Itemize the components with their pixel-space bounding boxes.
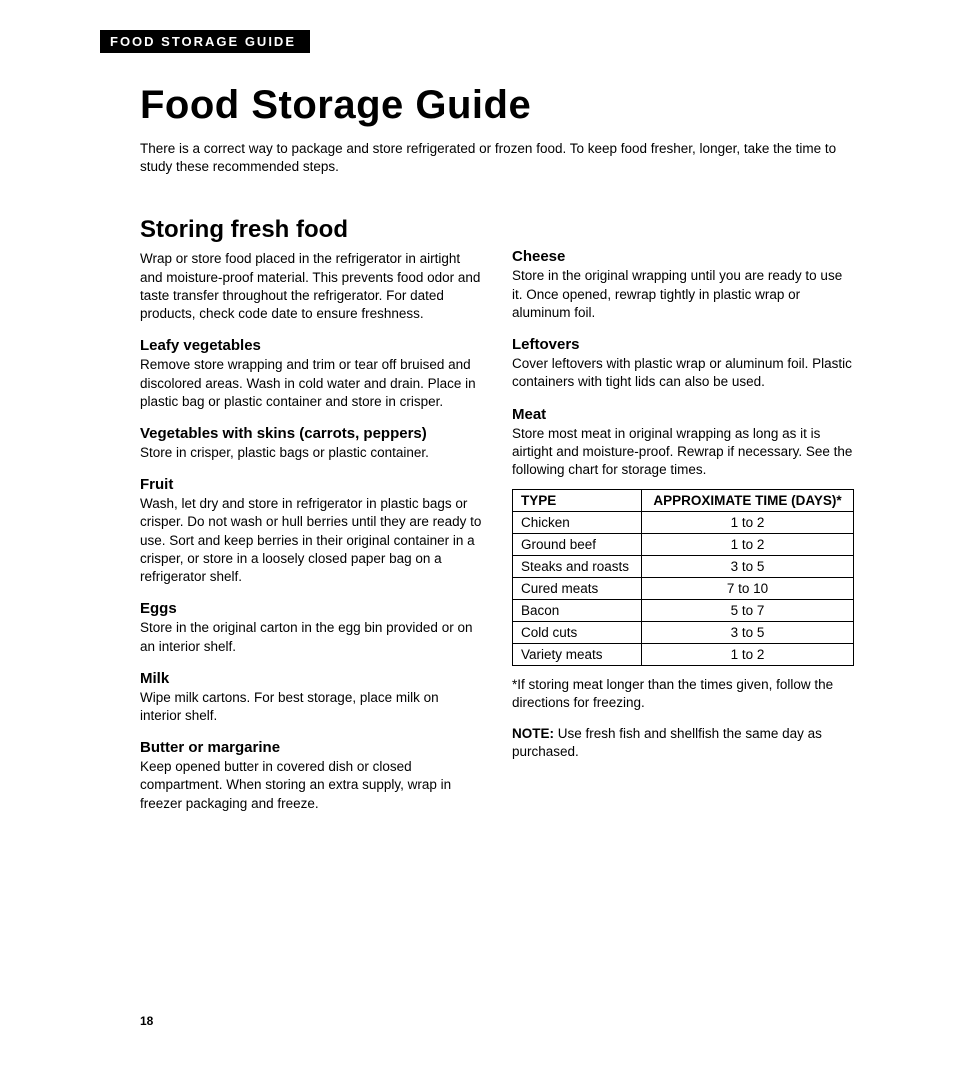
section-title: Storing fresh food [140, 216, 482, 244]
note-body: Use fresh fish and shellfish the same da… [512, 726, 822, 759]
cell-type: Ground beef [513, 534, 642, 556]
item-title: Butter or margarine [140, 739, 482, 756]
item-leftovers: Leftovers Cover leftovers with plastic w… [512, 336, 854, 391]
table-header-type: TYPE [513, 490, 642, 512]
cell-time: 3 to 5 [642, 556, 854, 578]
item-title: Fruit [140, 476, 482, 493]
item-body: Store in crisper, plastic bags or plasti… [140, 444, 482, 462]
item-title: Leafy vegetables [140, 337, 482, 354]
table-row: Cold cuts3 to 5 [513, 622, 854, 644]
item-cheese: Cheese Store in the original wrapping un… [512, 248, 854, 322]
item-body: Store in the original carton in the egg … [140, 619, 482, 655]
cell-type: Variety meats [513, 644, 642, 666]
cell-time: 7 to 10 [642, 578, 854, 600]
table-row: Chicken1 to 2 [513, 512, 854, 534]
item-eggs: Eggs Store in the original carton in the… [140, 600, 482, 655]
item-body: Cover leftovers with plastic wrap or alu… [512, 355, 854, 391]
cell-type: Steaks and roasts [513, 556, 642, 578]
item-body: Keep opened butter in covered dish or cl… [140, 758, 482, 813]
cell-time: 1 to 2 [642, 534, 854, 556]
item-vegetables-skins: Vegetables with skins (carrots, peppers)… [140, 425, 482, 462]
item-butter: Butter or margarine Keep opened butter i… [140, 739, 482, 813]
right-column: Cheese Store in the original wrapping un… [512, 216, 854, 812]
main-title: Food Storage Guide [140, 83, 854, 128]
cell-time: 3 to 5 [642, 622, 854, 644]
columns: Storing fresh food Wrap or store food pl… [140, 216, 854, 812]
item-title: Vegetables with skins (carrots, peppers) [140, 425, 482, 442]
note: NOTE: Use fresh fish and shellfish the s… [512, 725, 854, 761]
item-body: Wash, let dry and store in refrigerator … [140, 495, 482, 586]
cell-type: Bacon [513, 600, 642, 622]
meat-storage-table: TYPE APPROXIMATE TIME (DAYS)* Chicken1 t… [512, 489, 854, 666]
cell-type: Cured meats [513, 578, 642, 600]
table-row: Bacon5 to 7 [513, 600, 854, 622]
table-footnote: *If storing meat longer than the times g… [512, 676, 854, 712]
item-fruit: Fruit Wash, let dry and store in refrige… [140, 476, 482, 586]
section-intro: Wrap or store food placed in the refrige… [140, 250, 482, 323]
item-body: Store most meat in original wrapping as … [512, 425, 854, 480]
cell-type: Cold cuts [513, 622, 642, 644]
left-column: Storing fresh food Wrap or store food pl… [140, 216, 482, 812]
intro-paragraph: There is a correct way to package and st… [140, 140, 854, 176]
item-meat: Meat Store most meat in original wrappin… [512, 406, 854, 480]
cell-time: 1 to 2 [642, 512, 854, 534]
table-row: Variety meats1 to 2 [513, 644, 854, 666]
cell-type: Chicken [513, 512, 642, 534]
item-title: Leftovers [512, 336, 854, 353]
table-row: Ground beef1 to 2 [513, 534, 854, 556]
header-tab: FOOD STORAGE GUIDE [100, 30, 310, 53]
item-title: Cheese [512, 248, 854, 265]
table-row: Cured meats7 to 10 [513, 578, 854, 600]
item-body: Store in the original wrapping until you… [512, 267, 854, 322]
table-row: Steaks and roasts3 to 5 [513, 556, 854, 578]
cell-time: 5 to 7 [642, 600, 854, 622]
item-title: Eggs [140, 600, 482, 617]
table-header-time: APPROXIMATE TIME (DAYS)* [642, 490, 854, 512]
page-number: 18 [140, 1014, 153, 1028]
item-title: Milk [140, 670, 482, 687]
item-body: Wipe milk cartons. For best storage, pla… [140, 689, 482, 725]
cell-time: 1 to 2 [642, 644, 854, 666]
item-leafy-vegetables: Leafy vegetables Remove store wrapping a… [140, 337, 482, 411]
note-label: NOTE: [512, 726, 554, 741]
item-body: Remove store wrapping and trim or tear o… [140, 356, 482, 411]
item-title: Meat [512, 406, 854, 423]
item-milk: Milk Wipe milk cartons. For best storage… [140, 670, 482, 725]
